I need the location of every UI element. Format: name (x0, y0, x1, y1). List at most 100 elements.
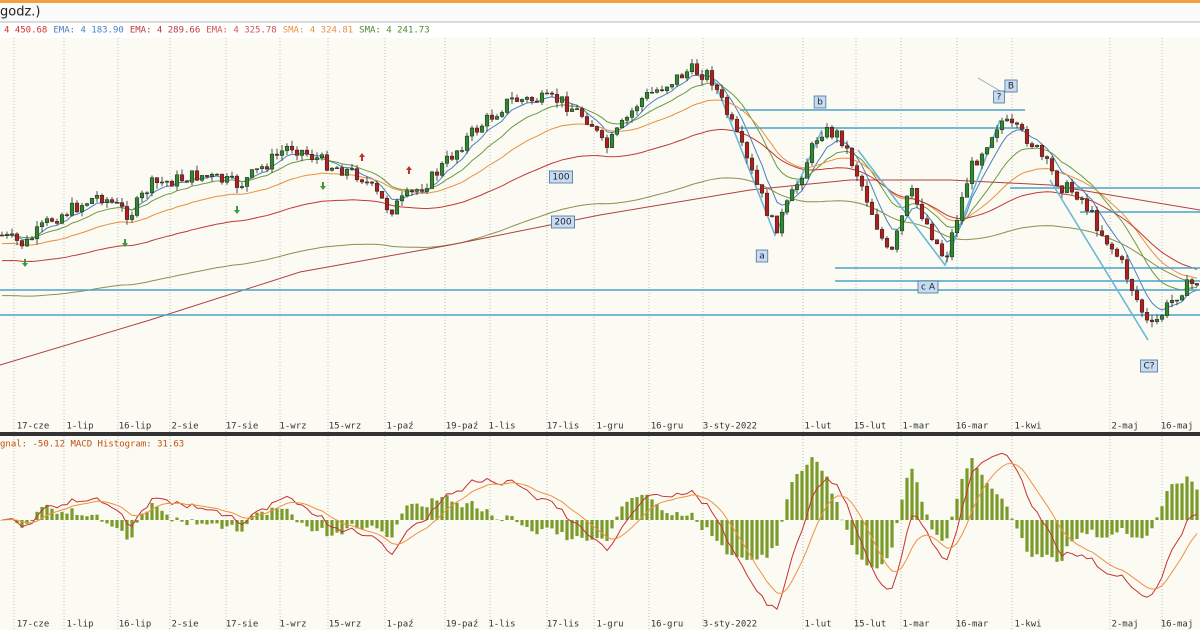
macd-bar (515, 520, 519, 523)
candle (944, 255, 950, 258)
annotation-label: c A (921, 283, 936, 293)
macd-bar (1025, 520, 1029, 552)
candle (529, 97, 535, 102)
candle (649, 91, 655, 94)
macd-bar (145, 511, 149, 520)
candle (934, 239, 940, 245)
macd-bar (500, 520, 504, 522)
candle (979, 153, 985, 166)
x-tick-label: 15-wrz (329, 620, 362, 630)
annotation-box (993, 90, 1005, 104)
macd-bar (590, 520, 594, 540)
candle (744, 142, 750, 159)
candle (19, 240, 25, 247)
macd-bar (870, 520, 874, 568)
candle (239, 186, 245, 188)
candle (1034, 144, 1040, 147)
macd-bar (920, 501, 924, 520)
macd-bar (325, 520, 329, 537)
candle (1124, 259, 1130, 280)
candle (719, 89, 725, 98)
x-tick-label: 16-mar (956, 422, 989, 432)
macd-bar (190, 519, 194, 520)
macd-bar (220, 520, 224, 529)
candle (994, 129, 1000, 138)
candle (1169, 299, 1175, 303)
candle (1114, 248, 1120, 257)
candle (754, 169, 760, 185)
macd-bar (295, 520, 299, 523)
candle (464, 135, 470, 151)
macd-bar (340, 520, 344, 535)
macd-bar (725, 520, 729, 555)
macd-bar (1155, 517, 1159, 520)
macd-bar (440, 496, 444, 520)
window-title: godz.) (0, 5, 41, 20)
candle (1009, 118, 1015, 124)
x-tick-label: 16-gru (651, 620, 684, 630)
candle (564, 96, 570, 112)
macd-bar (385, 520, 389, 538)
candle (434, 171, 440, 176)
candle (914, 188, 920, 205)
macd-bar (960, 478, 964, 520)
candle (9, 233, 15, 236)
macd-bar (695, 520, 699, 522)
x-tick-label: 3-sty-2022 (703, 620, 757, 630)
macd (0, 452, 1199, 610)
annotation-box (551, 215, 575, 229)
candle (0, 234, 5, 237)
macd-bar (610, 520, 614, 529)
x-tick-label: 17-cze (17, 422, 50, 432)
candle (759, 184, 765, 194)
macd-bar (880, 520, 884, 565)
macd-bar (915, 482, 919, 520)
candle (574, 108, 580, 110)
candle (1194, 283, 1200, 286)
legend-item: 4 450.68 (4, 26, 47, 36)
macd-bar (1125, 520, 1129, 534)
macd-bar (375, 520, 379, 529)
macd-bar (715, 520, 719, 541)
candle (54, 221, 60, 224)
macd-bar (830, 493, 834, 520)
candle (1024, 129, 1030, 144)
candle (329, 167, 335, 171)
candle (664, 86, 670, 91)
macd-bar (895, 520, 899, 524)
candle (4, 233, 10, 236)
candle (409, 190, 415, 192)
macd-bar (280, 508, 284, 520)
candle (1129, 279, 1135, 291)
macd-bar (455, 502, 459, 520)
candle (509, 97, 515, 100)
macd-bar (955, 498, 959, 520)
candle (1039, 144, 1045, 157)
macd-bar (710, 520, 714, 537)
macd-bar (1175, 483, 1179, 520)
macd-bar (1145, 520, 1149, 536)
macd-bar (40, 506, 44, 520)
macd-bar (275, 508, 279, 520)
macd-bar (110, 520, 114, 527)
x-tick-label: 1-lut (804, 620, 831, 630)
candle (889, 246, 895, 250)
macd-bar (625, 501, 629, 520)
candle (204, 175, 210, 177)
candle (599, 130, 605, 139)
candle (384, 198, 390, 211)
legend-item: EMA: 4 183.90 (53, 26, 123, 36)
candle (839, 130, 845, 147)
candle (734, 118, 740, 132)
macd-bar (900, 499, 904, 520)
candle (1014, 122, 1020, 125)
macd-bar (135, 520, 139, 523)
candle (364, 181, 370, 184)
macd-bar (945, 520, 949, 539)
candle (314, 157, 320, 160)
candle (139, 192, 145, 199)
macd-bar (345, 520, 349, 529)
candle (234, 175, 240, 188)
macd-bar (995, 494, 999, 520)
